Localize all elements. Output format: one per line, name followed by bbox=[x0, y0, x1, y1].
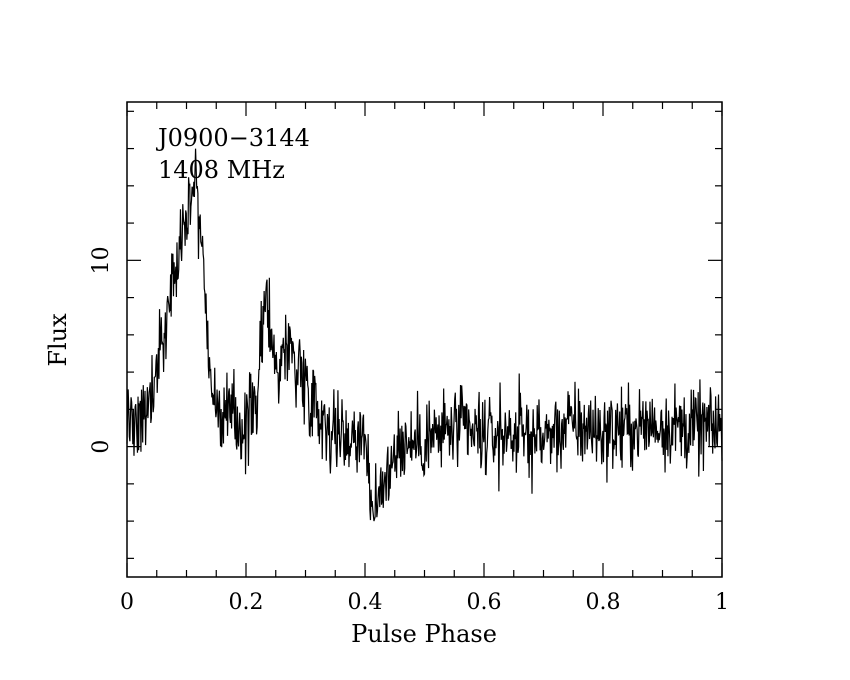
x-axis-label: Pulse Phase bbox=[351, 620, 497, 648]
axis-ticks bbox=[126, 102, 723, 577]
x-tick-label: 0.2 bbox=[229, 590, 264, 615]
x-tick-label: 0 bbox=[120, 590, 134, 615]
y-axis-label: Flux bbox=[44, 313, 72, 367]
pulsar-name-annotation: J0900−3144 bbox=[155, 124, 310, 152]
x-tick-label: 0.4 bbox=[348, 590, 383, 615]
y-tick-label: 0 bbox=[89, 440, 114, 454]
x-tick-label: 1 bbox=[715, 590, 729, 615]
frequency-annotation: 1408 MHz bbox=[158, 156, 285, 184]
series-line-flux bbox=[126, 148, 723, 522]
x-tick-label: 0.6 bbox=[467, 590, 502, 615]
y-tick-labels: 0 10 bbox=[89, 246, 114, 453]
x-tick-label: 0.8 bbox=[586, 590, 621, 615]
x-tick-labels: 0 0.2 0.4 0.6 0.8 1 bbox=[120, 590, 729, 615]
y-tick-label: 10 bbox=[89, 246, 114, 274]
